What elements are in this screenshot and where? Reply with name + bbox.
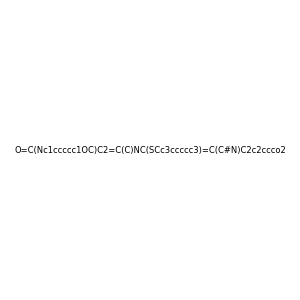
Text: O=C(Nc1ccccc1OC)C2=C(C)NC(SCc3ccccc3)=C(C#N)C2c2ccco2: O=C(Nc1ccccc1OC)C2=C(C)NC(SCc3ccccc3)=C(… (14, 146, 286, 154)
